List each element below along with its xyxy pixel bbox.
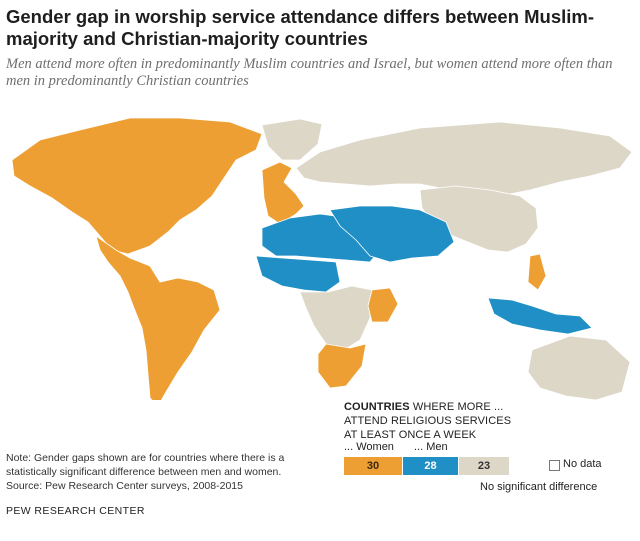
world-map: [11, 117, 633, 400]
legend-women-label: ... Women: [344, 441, 394, 453]
note: Note: Gender gaps shown are for countrie…: [6, 451, 336, 493]
legend-no-difference-label: No significant difference: [480, 481, 598, 493]
pew-brand: PEW RESEARCH CENTER: [6, 505, 145, 517]
legend-no-data-label: No data: [563, 458, 602, 470]
note-line2: statistically significant difference bet…: [6, 466, 282, 478]
region-south-africa: [317, 343, 367, 389]
region-kenya: [367, 287, 399, 323]
region-central-africa: [299, 285, 373, 351]
legend-heading-line3: AT LEAST ONCE A WEEK: [344, 429, 477, 441]
region-latin-america: [95, 235, 221, 400]
region-middle-east: [329, 205, 455, 263]
legend-heading-bold: COUNTRIES: [344, 401, 410, 413]
region-philippines: [527, 253, 547, 291]
legend-no-difference-count: 23: [459, 457, 509, 475]
legend-men-label: ... Men: [414, 441, 448, 453]
region-west-africa: [255, 255, 341, 293]
region-western-europe: [261, 161, 305, 225]
legend-women-count: 30: [344, 457, 402, 475]
note-line1: Note: Gender gaps shown are for countrie…: [6, 452, 285, 464]
legend-heading-rest: WHERE MORE ...: [409, 401, 504, 413]
chart-subtitle: Men attend more often in predominantly M…: [6, 56, 613, 89]
region-greenland: [261, 118, 323, 161]
no-data-swatch: [549, 460, 560, 471]
region-russia: [295, 121, 633, 197]
legend-heading: COUNTRIES WHERE MORE ... ATTEND RELIGIOU…: [344, 400, 544, 442]
region-australia: [527, 335, 631, 400]
legend-men-count: 28: [403, 457, 458, 475]
legend-heading-line2: ATTEND RELIGIOUS SERVICES: [344, 415, 512, 427]
region-north-america: [11, 117, 263, 255]
chart-title: Gender gap in worship service attendance…: [6, 6, 595, 49]
note-source: Source: Pew Research Center surveys, 200…: [6, 480, 243, 492]
region-indonesia: [487, 297, 593, 335]
